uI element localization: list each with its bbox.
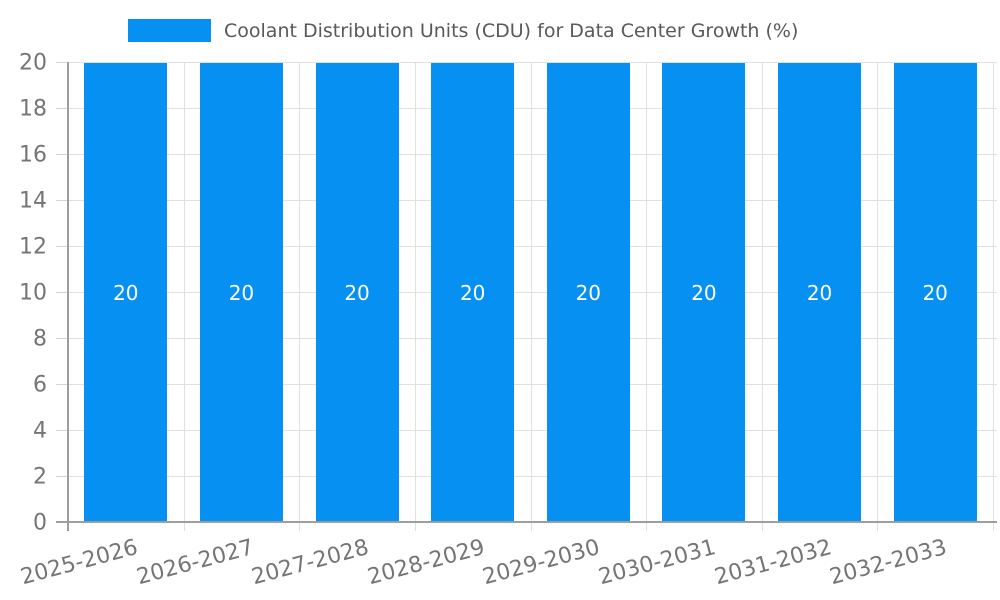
gridline-horizontal [68, 338, 997, 339]
y-tick-label: 4 [33, 418, 47, 444]
bar[interactable] [546, 63, 630, 521]
gridline-horizontal [68, 476, 997, 477]
gridline-vertical [183, 62, 185, 531]
y-tick-label: 12 [19, 234, 47, 260]
gridline-vertical [646, 62, 648, 531]
legend-swatch[interactable] [128, 19, 211, 42]
x-tick-label: 2031-2032 [711, 535, 835, 591]
y-tick-label: 2 [33, 464, 47, 490]
bar-value-label: 20 [691, 280, 717, 305]
y-axis-tick [56, 384, 68, 385]
bar-value-label: 20 [228, 280, 255, 305]
y-axis-tick [56, 246, 68, 247]
gridline-vertical [530, 62, 532, 531]
bar[interactable] [778, 63, 862, 521]
y-axis-tick [56, 338, 68, 339]
y-tick-label: 18 [19, 96, 47, 122]
y-tick-label: 20 [19, 50, 47, 76]
y-axis-tick [56, 292, 68, 293]
bar[interactable] [893, 63, 977, 521]
x-tick-label: 2030-2031 [596, 535, 719, 591]
y-axis-tick [56, 200, 68, 201]
gridline-vertical [299, 62, 301, 531]
x-tick-label: 2029-2030 [480, 535, 603, 591]
gridline-horizontal [68, 246, 997, 247]
y-tick-label: 14 [19, 188, 47, 214]
x-tick-label: 2028-2029 [364, 535, 488, 591]
bar[interactable] [315, 63, 399, 521]
y-axis-tick [56, 108, 68, 109]
x-axis-line [56, 521, 997, 523]
bar-value-label: 20 [922, 280, 948, 305]
y-axis-tick [56, 62, 68, 63]
gridline-horizontal [68, 62, 997, 63]
y-tick-label: 6 [33, 372, 47, 398]
x-tick-label: 2027-2028 [249, 535, 372, 591]
y-axis-line [67, 62, 69, 531]
gridline-vertical [761, 62, 763, 531]
y-tick-label: 10 [19, 280, 47, 306]
y-axis-tick [56, 154, 68, 155]
gridline-vertical [993, 62, 994, 531]
x-tick-label: 2026-2027 [133, 535, 256, 591]
gridline-horizontal [68, 108, 997, 109]
y-tick-label: 8 [33, 326, 47, 352]
y-axis-tick [56, 430, 68, 431]
bar[interactable] [84, 63, 168, 521]
gridline-horizontal [68, 384, 997, 385]
x-tick-label: 2025-2026 [17, 535, 141, 591]
y-axis-tick [56, 476, 68, 477]
gridline-vertical [414, 62, 416, 531]
bar[interactable] [662, 63, 746, 521]
y-tick-label: 0 [33, 510, 47, 536]
gridline-horizontal [68, 430, 997, 431]
y-tick-label: 16 [19, 142, 47, 168]
bar-value-label: 20 [575, 280, 602, 305]
bar[interactable] [431, 63, 515, 521]
gridline-horizontal [68, 292, 997, 293]
bar-value-label: 20 [459, 280, 486, 305]
gridline-horizontal [68, 200, 997, 201]
bar[interactable] [199, 63, 283, 521]
bar-value-label: 20 [806, 280, 833, 305]
bar-value-label: 20 [344, 280, 370, 305]
bar-value-label: 20 [113, 280, 139, 305]
legend[interactable]: Coolant Distribution Units (CDU) for Dat… [128, 19, 798, 42]
x-tick-label: 2032-2033 [827, 535, 950, 591]
gridline-vertical [877, 62, 879, 531]
legend-label: Coolant Distribution Units (CDU) for Dat… [224, 19, 799, 42]
gridline-horizontal [68, 154, 997, 155]
